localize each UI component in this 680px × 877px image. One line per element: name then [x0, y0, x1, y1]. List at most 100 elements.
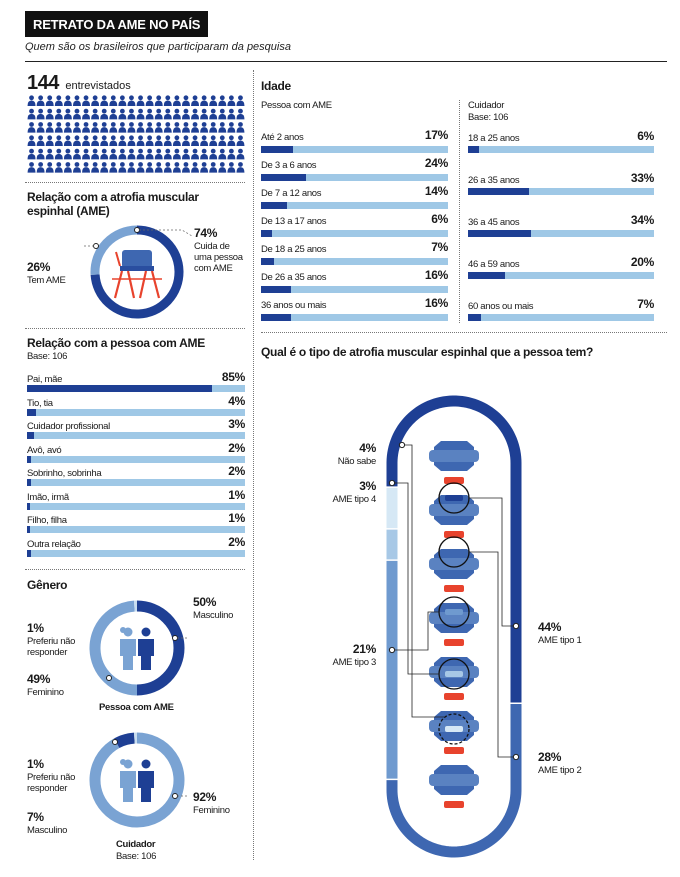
bar-row: Até 2 anos 17% [261, 128, 448, 156]
person-icon [227, 162, 236, 173]
bar-label: Sobrinho, sobrinha [27, 468, 102, 479]
person-icon [109, 95, 118, 106]
bar-row: Avô, avó 2% [27, 441, 245, 465]
ame-type-label-tipo2: AME tipo 2 [538, 765, 582, 776]
bar-label: Até 2 anos [261, 132, 304, 143]
person-icon [127, 95, 136, 106]
bar-fill [468, 272, 506, 279]
gender-person-label-none: Preferiu não responder [27, 636, 76, 658]
leader-tipo3 [392, 611, 439, 651]
person-icon [172, 135, 181, 146]
bar-track [468, 272, 654, 279]
person-icon [163, 108, 172, 120]
ame-type-pct-tipo4: 3% [359, 479, 376, 493]
age-person-title: Pessoa com AME [261, 100, 332, 111]
person-icon [200, 135, 209, 146]
person-icon [36, 162, 45, 173]
age-divider [459, 100, 460, 323]
person-icon [63, 95, 72, 106]
wheelchair-icon [112, 250, 162, 299]
bar-fill [468, 188, 530, 195]
person-icon [109, 148, 118, 160]
donut-slice-0 [136, 600, 185, 696]
person-icon [145, 148, 154, 160]
person-icon [45, 108, 54, 120]
person-icon [63, 148, 72, 160]
person-icon [91, 162, 100, 173]
person-icon [218, 122, 227, 133]
bar-label: De 3 a 6 anos [261, 160, 317, 171]
person-icon [200, 122, 209, 133]
bar-value-label: 4% [228, 393, 245, 408]
person-icon [136, 148, 145, 160]
bar-row: De 18 a 25 anos 7% [261, 240, 448, 268]
person-icon [82, 95, 91, 106]
leader-dot [512, 622, 520, 630]
person-icon [27, 95, 36, 106]
person-icon [91, 135, 100, 146]
person-icon [172, 108, 181, 120]
person-icon [154, 122, 163, 133]
bar-track [27, 455, 245, 463]
gender-care-label-female: Feminino [193, 805, 230, 816]
bar-fill [468, 146, 480, 153]
person-icon [118, 122, 127, 133]
bar-row: Cuidador profissional 3% [27, 417, 245, 441]
gender-person-label-male: Masculino [193, 610, 234, 621]
divider [25, 182, 245, 183]
gender-person-pct-male: 50% [193, 595, 217, 609]
bar-row: 18 a 25 anos 6% [468, 129, 654, 171]
bar-value-label: 2% [228, 534, 245, 549]
bar-value-label: 1% [228, 511, 245, 525]
person-icon [209, 162, 218, 173]
person-icon [109, 108, 118, 120]
person-icon [145, 135, 154, 146]
person-icon [63, 162, 72, 173]
person-icon [181, 135, 190, 146]
donut-slice-1 [89, 600, 138, 696]
person-icon [163, 135, 172, 146]
person-icon [72, 108, 81, 120]
person-icon [100, 162, 109, 173]
person-icon [209, 135, 218, 146]
person-icon [36, 108, 45, 120]
ame-type-label-tipo1: AME tipo 1 [538, 635, 582, 646]
leader-tipo4 [392, 482, 439, 675]
bar-value-label: 3% [228, 417, 245, 431]
bar-label: 60 anos ou mais [468, 301, 534, 312]
page-subtitle: Quem são os brasileiros que participaram… [25, 41, 291, 53]
bar-value-label: 6% [637, 129, 654, 143]
person-icon [154, 95, 163, 106]
person-icon [218, 95, 227, 106]
bar-value-label: 16% [424, 268, 448, 282]
person-icon [100, 148, 109, 160]
person-icon [54, 122, 63, 133]
person-icon [181, 122, 190, 133]
ame-type-chart [386, 395, 522, 858]
bar-value-label: 16% [424, 296, 448, 310]
bar-track [261, 314, 448, 321]
vertebra-disc-1 [445, 549, 463, 555]
person-icon [136, 108, 145, 120]
person-icon [109, 135, 118, 146]
bar-track [27, 479, 245, 486]
age-caregiver-base: Base: 106 [468, 112, 509, 123]
bar-label: Outra relação [27, 538, 81, 550]
person-icon [118, 135, 127, 146]
person-icon [236, 162, 245, 173]
bar-fill [27, 479, 32, 486]
bar-label: Pai, mãe [27, 374, 63, 385]
person-icon [82, 162, 91, 173]
bar-track [27, 432, 245, 439]
header-rule [25, 61, 667, 62]
bar-row: De 7 a 12 anos 14% [261, 184, 448, 212]
bar-row: 36 a 45 anos 34% [468, 213, 654, 255]
person-icon [36, 95, 45, 106]
bar-fill [261, 202, 288, 209]
bar-label: 46 a 59 anos [468, 259, 520, 270]
bar-track [27, 408, 245, 416]
person-icon [100, 122, 109, 133]
leader-dot [112, 739, 118, 745]
person-icon [181, 162, 190, 173]
person-icon [191, 148, 200, 160]
